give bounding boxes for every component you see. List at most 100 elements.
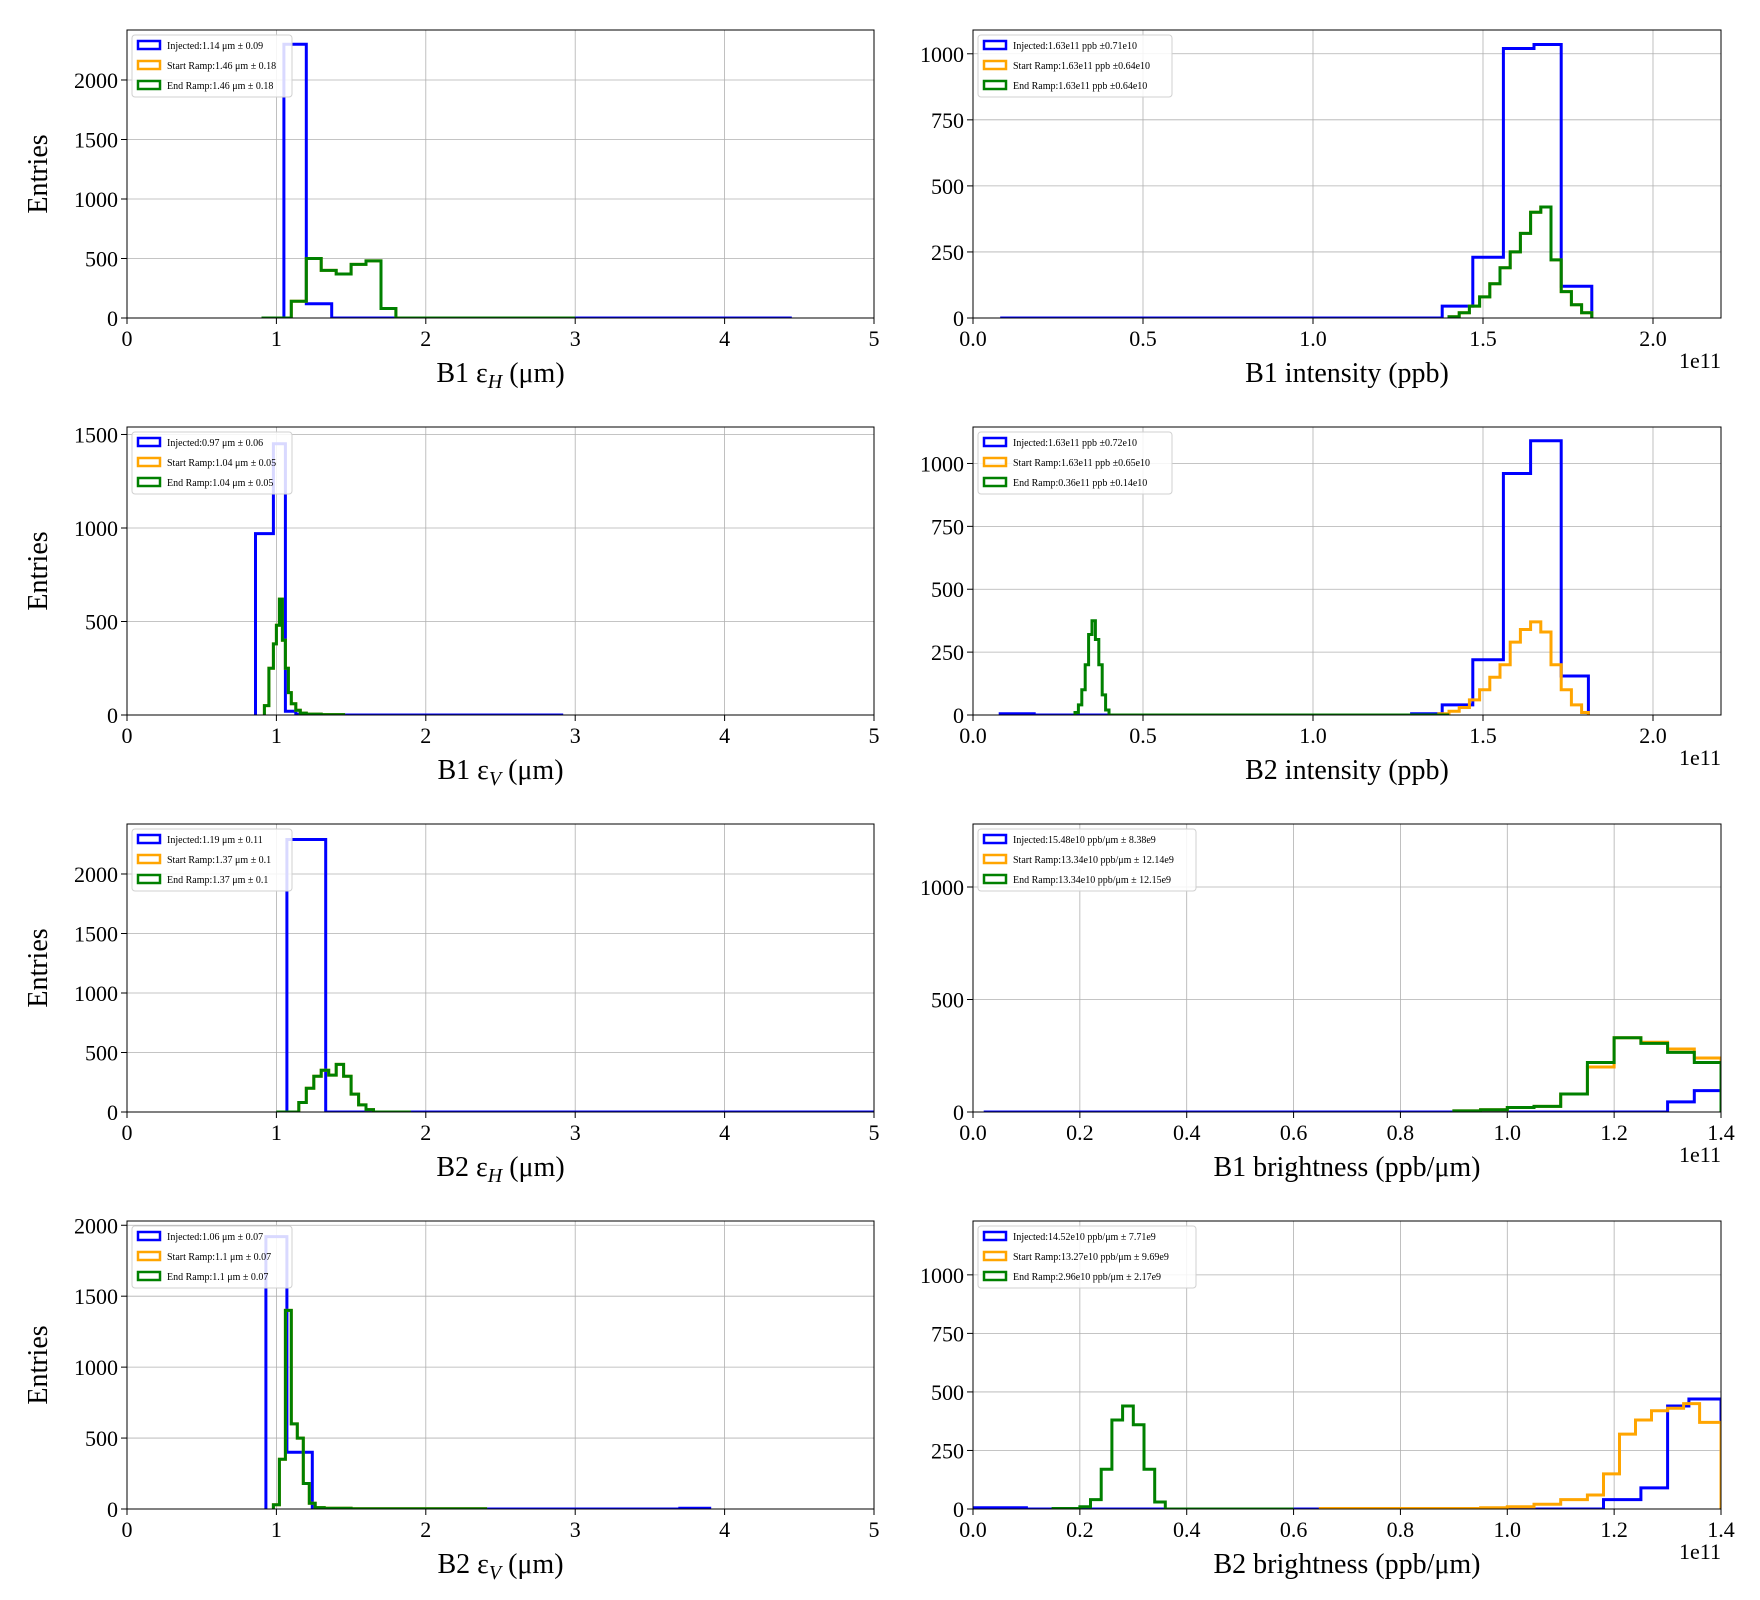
x-axis-label-main: B2 intensity (ppb) — [1245, 755, 1449, 786]
x-tick-label: 5 — [869, 1120, 880, 1145]
x-axis-label-subscript: H — [487, 1165, 504, 1187]
panel-b2-brightness: 0.0 0.2 0.4 0.6 0.8 1.0 1.2 1.4 0 250 500 750 1000 B2… — [920, 1220, 1735, 1580]
x-axis-label-subscript: H — [487, 371, 504, 393]
x-axis-label-subscript: V — [489, 1562, 504, 1584]
histogram-series-injected — [983, 1089, 1721, 1112]
legend-box — [977, 1225, 1197, 1289]
legend-entry: Start Ramp:1.63e11 ppb ±0.65e10 — [1013, 458, 1150, 469]
legend-entry: End Ramp:13.34e10 ppb/μm ± 12.15e9 — [1013, 875, 1171, 886]
x-tick-label: 3 — [570, 723, 581, 748]
x-tick-label: 0.2 — [1066, 1517, 1094, 1542]
legend-entry: Injected:1.14 μm ± 0.09 — [167, 41, 263, 52]
legend-entry: Start Ramp:1.46 μm ± 0.18 — [167, 61, 276, 72]
legend-entry: Start Ramp:1.37 μm ± 0.1 — [167, 855, 271, 866]
x-tick-label: 4 — [719, 1120, 730, 1145]
x-tick-label: 0 — [122, 1120, 133, 1145]
legend-box — [131, 431, 293, 495]
x-tick-label: 2 — [420, 1517, 431, 1542]
legend-swatch — [136, 833, 162, 845]
x-axis-label-main: B2 ε — [436, 1152, 487, 1183]
legend-box — [977, 431, 1173, 495]
y-tick-label: 500 — [931, 988, 964, 1013]
x-tick-label: 0.0 — [959, 1517, 987, 1542]
histogram-series-end-ramp — [276, 1062, 411, 1112]
axes-frame — [126, 823, 875, 1113]
legend-entry: Injected:1.63e11 ppb ±0.72e10 — [1013, 438, 1137, 449]
legend-entry: End Ramp:1.63e11 ppb ±0.64e10 — [1013, 81, 1147, 92]
x-tick-label: 5 — [869, 723, 880, 748]
y-axis-label: Entries — [23, 1325, 54, 1404]
axes-frame — [972, 426, 1722, 716]
legend-entry: Start Ramp:13.34e10 ppb/μm ± 12.14e9 — [1013, 855, 1174, 866]
x-axis-label-subscript: V — [489, 768, 504, 790]
legend-entry: Injected:1.63e11 ppb ±0.71e10 — [1013, 41, 1137, 52]
legend: Injected:1.63e11 ppb ±0.71e10 Start Ramp:… — [977, 34, 1173, 98]
legend-entry: Start Ramp:1.63e11 ppb ±0.64e10 — [1013, 61, 1150, 72]
x-tick-label: 0.0 — [959, 1120, 987, 1145]
histogram-series-end-ramp — [271, 1308, 488, 1509]
x-tick-label: 4 — [719, 326, 730, 351]
x-tick-label: 1.0 — [1299, 723, 1327, 748]
x-tick-label: 1.4 — [1707, 1517, 1735, 1542]
histogram-series-end-ramp — [261, 257, 576, 318]
legend-swatch — [982, 853, 1008, 865]
y-tick-label: 0 — [107, 1100, 118, 1125]
y-tick-label: 1500 — [74, 921, 118, 946]
histogram-series-injected — [261, 42, 792, 318]
axes-frame — [972, 823, 1722, 1113]
x-axis-label-main: B1 ε — [436, 358, 487, 389]
x-tick-label: 0.4 — [1173, 1517, 1201, 1542]
x-axis-label: B2 εH (μm) — [436, 1152, 564, 1187]
x-tick-label: 0 — [122, 1517, 133, 1542]
legend: Injected:1.14 μm ± 0.09 Start Ramp:1.46 μ… — [131, 34, 293, 98]
legend-swatch — [136, 1230, 162, 1242]
axes-frame — [126, 29, 875, 319]
x-tick-label: 0.0 — [959, 326, 987, 351]
x-axis-label: B2 brightness (ppb/μm) — [1214, 1549, 1481, 1580]
legend-entry: Start Ramp:1.1 μm ± 0.07 — [167, 1252, 271, 1263]
legend: Injected:1.19 μm ± 0.11 Start Ramp:1.37 μ… — [131, 828, 293, 892]
legend-entry: Injected:1.19 μm ± 0.11 — [167, 835, 263, 846]
axes-frame — [972, 1220, 1722, 1510]
panel-b2-ev: 0 1 2 3 4 5 0 500 1000 1500 2000 B2 εV (μm) Entries I… — [23, 1213, 880, 1584]
histogram-series-end-ramp — [1051, 1404, 1294, 1509]
legend-entry: End Ramp:1.37 μm ± 0.1 — [167, 875, 268, 886]
legend-entry: Injected:1.06 μm ± 0.07 — [167, 1232, 263, 1243]
legend: Injected:1.06 μm ± 0.07 Start Ramp:1.1 μm… — [131, 1225, 293, 1289]
axis-offset-text: 1e11 — [1679, 1539, 1721, 1564]
histogram-series-start-ramp — [1318, 1402, 1721, 1509]
axes-frame — [126, 1220, 875, 1510]
legend-swatch — [982, 39, 1008, 51]
panel-b1-brightness: 0.0 0.2 0.4 0.6 0.8 1.0 1.2 1.4 0 500 1000 B1 brigh… — [920, 823, 1735, 1183]
panel-b2-intensity: 0.0 0.5 1.0 1.5 2.0 0 250 500 750 1000 B2 intensit… — [920, 426, 1722, 786]
x-tick-label: 2 — [420, 326, 431, 351]
y-tick-label: 500 — [931, 1380, 964, 1405]
x-tick-label: 0.5 — [1129, 723, 1157, 748]
y-tick-label: 1000 — [74, 187, 118, 212]
y-tick-label: 500 — [85, 609, 118, 634]
legend-entry: Injected:15.48e10 ppb/μm ± 8.38e9 — [1013, 835, 1156, 846]
histogram-series-end-ramp — [1452, 1036, 1721, 1112]
x-axis-label: B1 intensity (ppb) — [1245, 358, 1449, 389]
x-tick-label: 1.5 — [1469, 723, 1497, 748]
axes-frame — [126, 426, 875, 716]
y-tick-label: 1500 — [74, 1284, 118, 1309]
y-tick-label: 0 — [953, 306, 964, 331]
x-tick-label: 1 — [271, 1120, 282, 1145]
legend-swatch — [136, 456, 162, 468]
x-axis-label-main: B1 ε — [437, 755, 488, 786]
legend-entry: End Ramp:1.46 μm ± 0.18 — [167, 81, 273, 92]
legend-swatch — [982, 1230, 1008, 1242]
x-axis-label: B1 brightness (ppb/μm) — [1214, 1152, 1481, 1183]
x-tick-label: 2 — [420, 1120, 431, 1145]
panel-b1-ev: 0 1 2 3 4 5 0 500 1000 1500 B1 εV (μm) Entries Injec… — [23, 422, 880, 790]
y-tick-label: 2000 — [74, 1213, 118, 1238]
y-tick-label: 500 — [85, 1426, 118, 1451]
y-tick-label: 0 — [107, 703, 118, 728]
histogram-series-injected — [973, 1397, 1721, 1509]
legend-entry: Start Ramp:1.04 μm ± 0.05 — [167, 458, 276, 469]
legend-swatch — [136, 853, 162, 865]
x-tick-label: 5 — [869, 326, 880, 351]
